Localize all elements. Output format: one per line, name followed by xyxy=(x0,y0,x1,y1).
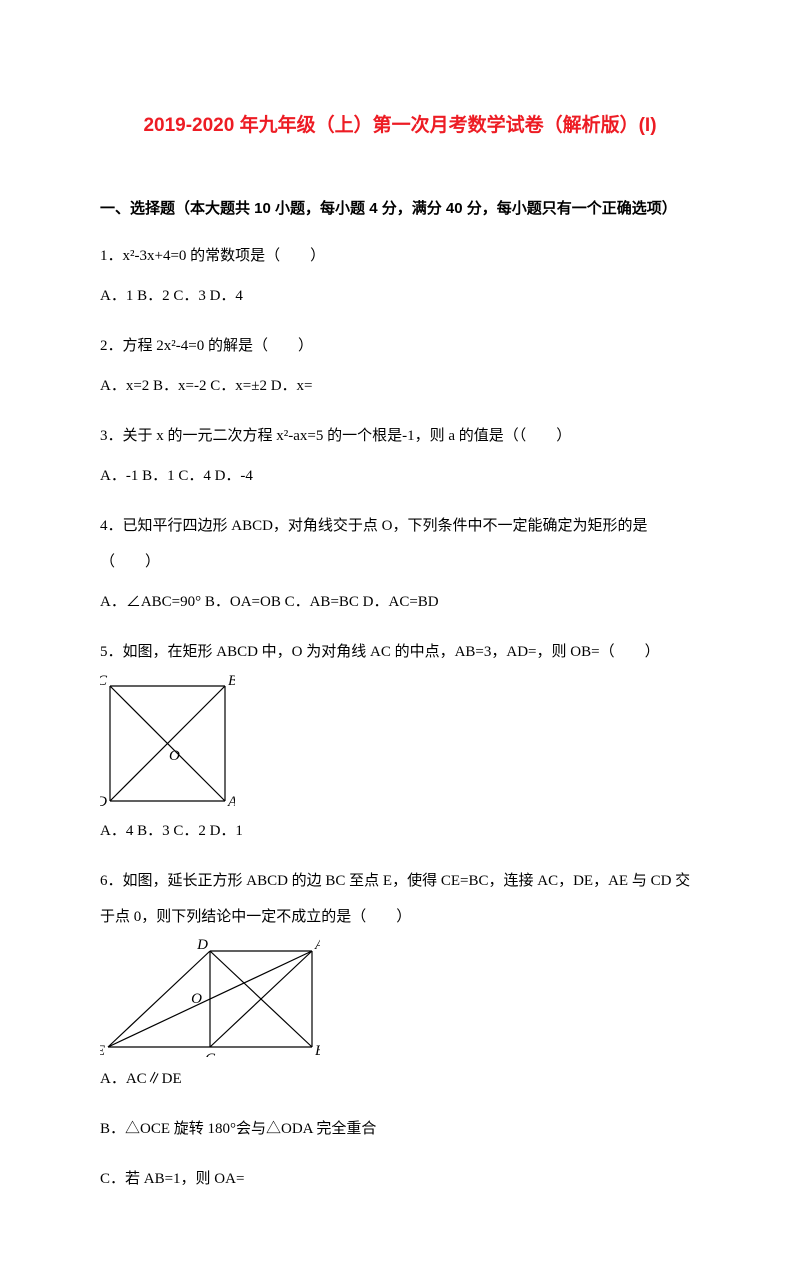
svg-text:C: C xyxy=(100,674,108,689)
q6-text: 6．如图，延长正方形 ABCD 的边 BC 至点 E，使得 CE=BC，连接 A… xyxy=(100,863,700,935)
parallelogram-figure: D A E C B O xyxy=(100,939,320,1057)
q4-options: A．∠ABC=90° B．OA=OB C．AB=BC D．AC=BD xyxy=(100,584,700,620)
svg-text:A: A xyxy=(227,794,235,809)
q5-text: 5．如图，在矩形 ABCD 中，O 为对角线 AC 的中点，AB=3，AD=，则… xyxy=(100,634,700,670)
q5-options: A．4 B．3 C．2 D．1 xyxy=(100,813,700,849)
svg-text:D: D xyxy=(196,939,208,953)
section-header: 一、选择题（本大题共 10 小题，每小题 4 分，满分 40 分，每小题只有一个… xyxy=(100,197,700,218)
q1-text: 1．x²-3x+4=0 的常数项是（ ） xyxy=(100,238,700,274)
q6-optC: C．若 AB=1，则 OA= xyxy=(100,1161,700,1197)
page-title: 2019-2020 年九年级（上）第一次月考数学试卷（解析版）(I) xyxy=(100,110,700,137)
q1-options: A．1 B．2 C．3 D．4 xyxy=(100,278,700,314)
svg-text:E: E xyxy=(100,1043,105,1057)
q2-options: A．x=2 B．x=-2 C．x=±2 D．x= xyxy=(100,368,700,404)
svg-text:D: D xyxy=(100,794,107,809)
q5-figure: C B D A O xyxy=(100,674,700,809)
q4-text: 4．已知平行四边形 ABCD，对角线交于点 O，下列条件中不一定能确定为矩形的是… xyxy=(100,508,700,580)
q6-optA: A．AC∥DE xyxy=(100,1061,700,1097)
svg-text:O: O xyxy=(169,748,180,764)
q3-options: A．-1 B．1 C．4 D．-4 xyxy=(100,458,700,494)
square-diagonals-figure: C B D A O xyxy=(100,674,235,809)
q2-text: 2．方程 2x²-4=0 的解是（ ） xyxy=(100,328,700,364)
svg-text:O: O xyxy=(191,991,202,1007)
q6-optB: B．△OCE 旋转 180°会与△ODA 完全重合 xyxy=(100,1111,700,1147)
svg-text:C: C xyxy=(205,1051,216,1057)
svg-text:B: B xyxy=(315,1043,320,1057)
q3-text: 3．关于 x 的一元二次方程 x²-ax=5 的一个根是-1，则 a 的值是（（… xyxy=(100,418,700,454)
q6-figure: D A E C B O xyxy=(100,939,700,1057)
svg-text:A: A xyxy=(314,939,320,953)
svg-text:B: B xyxy=(228,674,235,689)
